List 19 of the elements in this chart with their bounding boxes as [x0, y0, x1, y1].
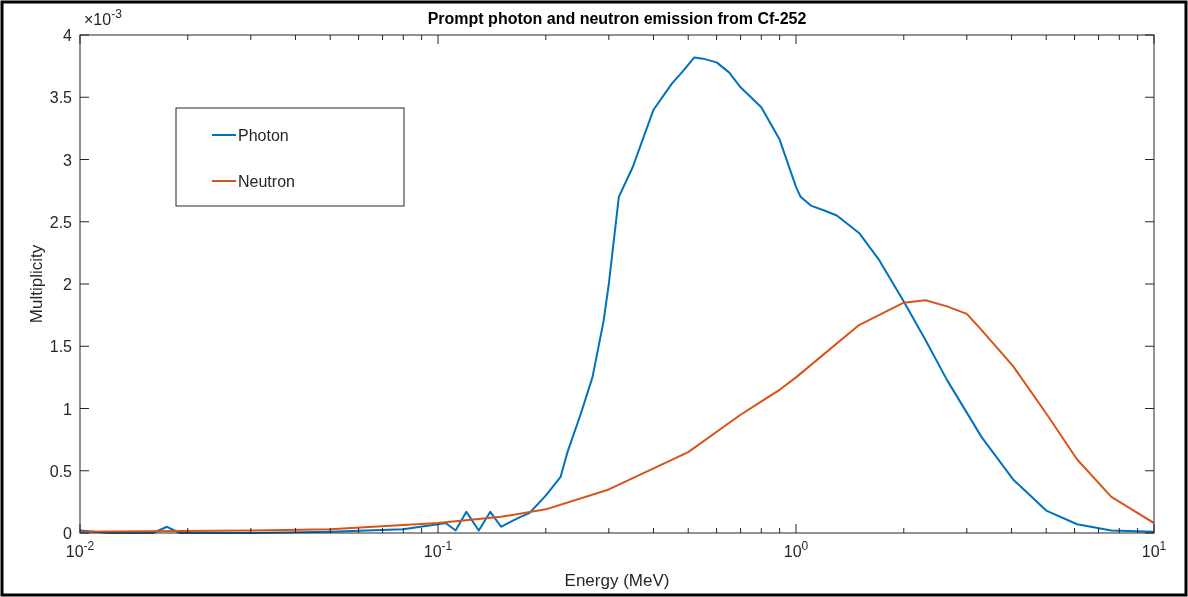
legend-label: Photon — [238, 127, 289, 144]
y-tick-label: 2.5 — [49, 213, 73, 231]
x-tick-label: 10$^{-1}$ — [423, 539, 453, 560]
y-tick-label: 3.5 — [49, 89, 73, 107]
y-tick-label: 1.5 — [49, 338, 73, 356]
chart-title: Prompt photon and neutron emission from Cf-252 — [427, 10, 807, 27]
y-tick-label: 4 — [63, 27, 73, 44]
x-tick-label: 10$^{-2}$ — [65, 539, 95, 560]
y-tick-label: 1 — [63, 400, 73, 418]
legend-label: Neutron — [238, 173, 295, 190]
x-tick-label: 10$^{0}$ — [783, 539, 809, 560]
y-tick-label: 2 — [63, 276, 73, 293]
y-tick-label: 0.5 — [49, 462, 73, 480]
x-axis-title: Energy (MeV) — [564, 571, 670, 590]
text: ×10$^{-3}$ — [84, 7, 123, 28]
y-tick-label: 0 — [63, 525, 73, 542]
y-tick-label: 3 — [63, 151, 73, 169]
x-tick-label: 10$^{1}$ — [1141, 539, 1167, 560]
y-axis-title: Multiplicity — [27, 244, 46, 324]
